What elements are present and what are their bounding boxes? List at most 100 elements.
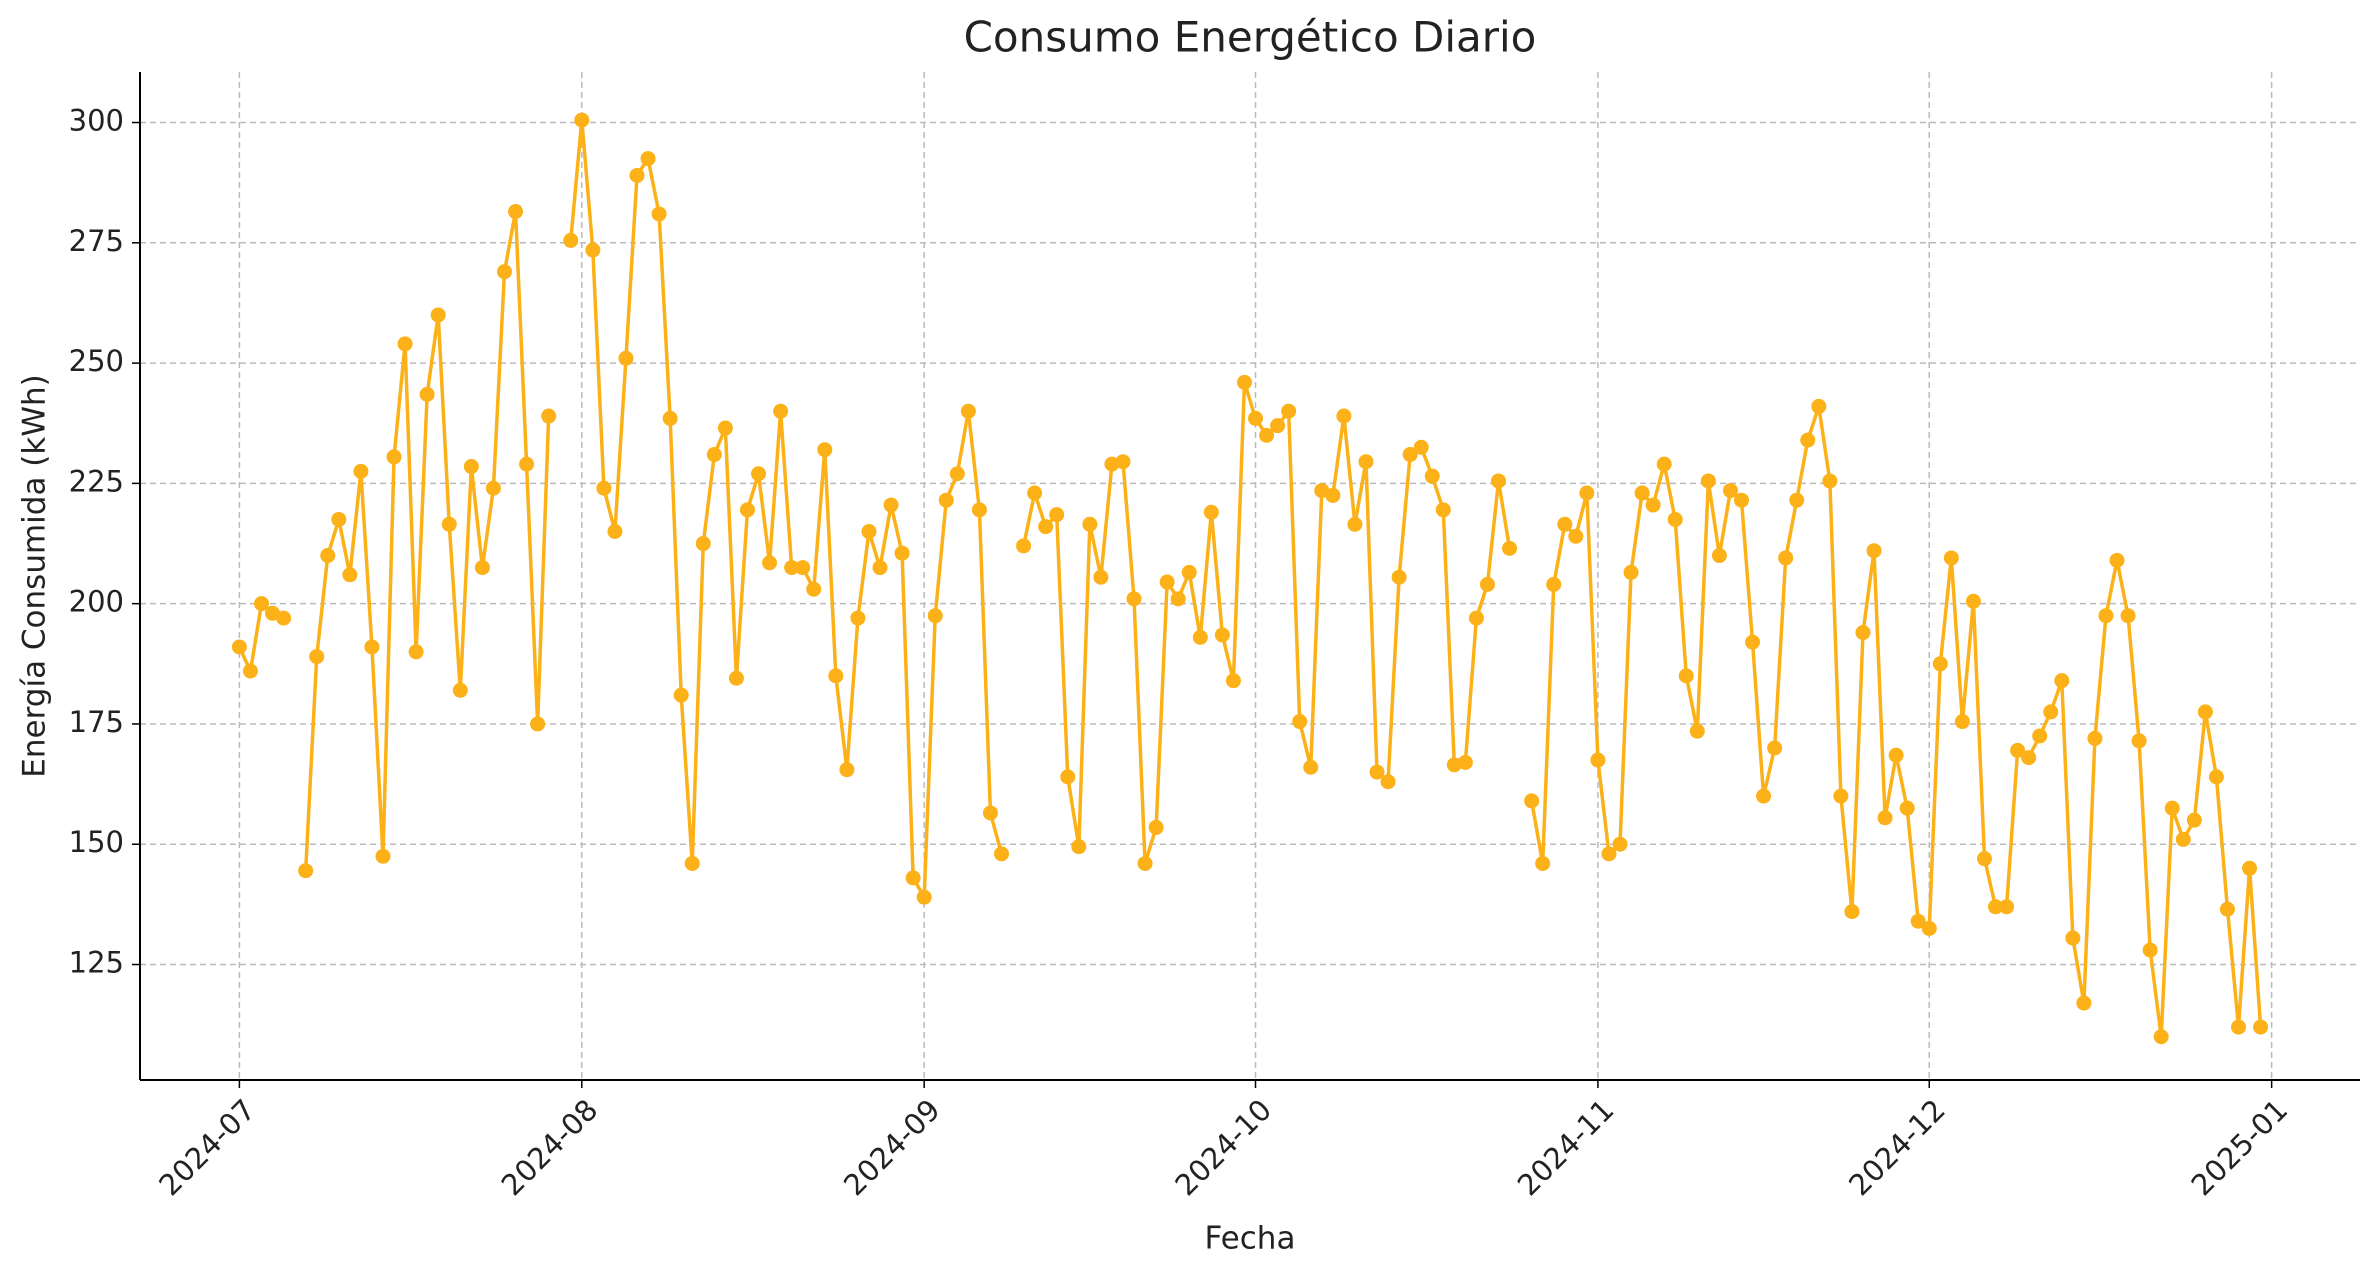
data-point <box>1192 629 1208 645</box>
data-point <box>253 596 269 612</box>
data-point <box>1921 920 1937 936</box>
data-point <box>1214 627 1230 643</box>
data-point <box>1888 747 1904 763</box>
data-point <box>1700 473 1716 489</box>
data-point <box>949 466 965 482</box>
data-point <box>905 870 921 886</box>
data-point <box>1733 492 1749 508</box>
data-point <box>2120 608 2136 624</box>
data-point <box>1049 507 1065 523</box>
data-point <box>762 555 778 571</box>
data-point <box>1789 492 1805 508</box>
data-point <box>1292 714 1308 730</box>
data-point <box>751 466 767 482</box>
y-tick-label: 250 <box>69 344 124 378</box>
data-point <box>386 449 402 465</box>
data-point <box>298 863 314 879</box>
data-point <box>1491 473 1507 489</box>
data-point <box>1479 576 1495 592</box>
data-point <box>1745 634 1761 650</box>
y-tick-label: 200 <box>69 585 124 619</box>
data-point <box>1800 432 1816 448</box>
data-point <box>607 523 623 539</box>
data-point <box>596 480 612 496</box>
data-point <box>916 889 932 905</box>
data-point <box>1965 593 1981 609</box>
data-point <box>1071 839 1087 855</box>
data-point <box>276 610 292 626</box>
data-point <box>496 264 512 280</box>
data-point <box>684 855 700 871</box>
data-point <box>1016 538 1032 554</box>
data-point <box>640 151 656 167</box>
data-point <box>2219 901 2235 917</box>
data-point <box>1844 904 1860 920</box>
data-point <box>574 112 590 128</box>
data-point <box>508 204 524 220</box>
data-point <box>1457 754 1473 770</box>
data-point <box>1369 764 1385 780</box>
data-point <box>1115 454 1131 470</box>
data-point <box>2142 942 2158 958</box>
data-point <box>2164 800 2180 816</box>
data-point <box>839 762 855 778</box>
data-line <box>237 118 2263 1039</box>
data-point <box>1303 759 1319 775</box>
data-point <box>1656 456 1672 472</box>
data-point <box>2208 769 2224 785</box>
data-point <box>519 456 535 472</box>
plot-area <box>231 112 2269 1045</box>
x-axis-label: Fecha <box>1205 1221 1296 1257</box>
data-point <box>673 687 689 703</box>
data-point <box>2054 673 2070 689</box>
data-point <box>430 307 446 323</box>
data-point <box>1535 855 1551 871</box>
data-point <box>1259 427 1275 443</box>
data-point <box>1899 800 1915 816</box>
data-point <box>375 848 391 864</box>
data-point <box>331 511 347 527</box>
x-tick-label: 2024-12 <box>1842 1093 1952 1203</box>
data-point <box>1391 569 1407 585</box>
data-point <box>2186 812 2202 828</box>
data-point <box>1236 374 1252 390</box>
data-point <box>706 447 722 463</box>
data-point <box>2087 730 2103 746</box>
data-point <box>1203 504 1219 520</box>
data-point <box>342 567 358 583</box>
data-point <box>1822 473 1838 489</box>
grid <box>140 72 2360 1080</box>
data-point <box>1093 569 1109 585</box>
data-point <box>474 560 490 576</box>
data-point <box>1932 656 1948 672</box>
data-point <box>1358 454 1374 470</box>
data-point <box>828 668 844 684</box>
data-point <box>938 492 954 508</box>
data-point <box>1811 398 1827 414</box>
data-point <box>1756 788 1772 804</box>
data-point <box>629 167 645 183</box>
data-point <box>1623 564 1639 580</box>
data-point <box>1082 516 1098 532</box>
data-point <box>1380 774 1396 790</box>
data-point <box>1866 543 1882 559</box>
data-point <box>1711 548 1727 564</box>
data-point <box>1546 576 1562 592</box>
chart-title: Consumo Energético Diario <box>964 13 1537 62</box>
data-point <box>2175 831 2191 847</box>
data-point <box>242 663 258 679</box>
data-point <box>927 608 943 624</box>
data-point <box>2109 552 2125 568</box>
data-point <box>2021 750 2037 766</box>
data-point <box>485 480 501 496</box>
data-point <box>1038 519 1054 535</box>
data-point <box>872 560 888 576</box>
data-point <box>1060 769 1076 785</box>
data-point <box>320 548 336 564</box>
data-point <box>695 536 711 552</box>
data-point <box>441 516 457 532</box>
data-point <box>2253 1019 2269 1035</box>
data-point <box>309 649 325 665</box>
data-point <box>1402 447 1418 463</box>
data-point <box>773 403 789 419</box>
